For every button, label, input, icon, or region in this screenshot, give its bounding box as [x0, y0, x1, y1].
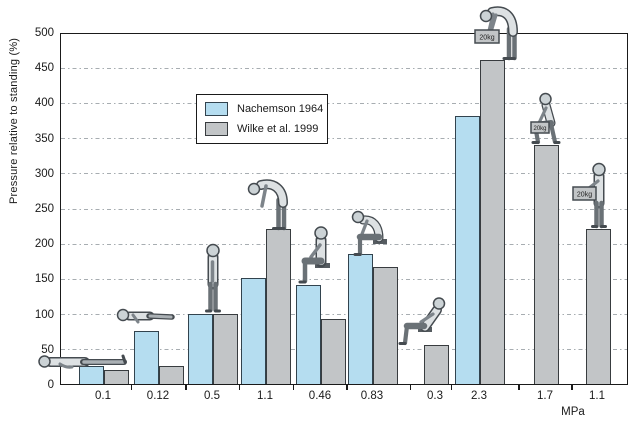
x-tick-label-0: 0.1 [95, 390, 111, 402]
x-axis-boundary-tick-2 [238, 385, 240, 390]
y-tick-label-250: 250 [34, 203, 54, 215]
legend-row-wilke: Wilke et al. 1999 [205, 122, 319, 136]
bar-wilke-sitting [321, 319, 346, 384]
y-tick-label-0: 0 [47, 379, 54, 391]
x-axis-unit-label: MPa [561, 406, 585, 418]
plot-area: Nachemson 1964 Wilke et al. 1999 [60, 33, 628, 385]
y-tick-label-150: 150 [34, 273, 54, 286]
legend-label-nachemson: Nachemson 1964 [237, 103, 324, 115]
x-tick-label-2: 0.5 [204, 390, 220, 402]
x-tick-label-1: 0.12 [146, 390, 170, 402]
legend-swatch-nachemson [205, 102, 228, 116]
gridline-200 [61, 243, 627, 245]
x-axis-boundary-tick-0 [130, 385, 132, 390]
bar-nachemson-sitting [296, 285, 321, 384]
y-tick-label-300: 300 [34, 167, 54, 180]
bar-wilke-lifting-20kg-squat [533, 144, 559, 384]
bar-wilke-lying-on-side [159, 366, 184, 384]
x-axis-boundary-tick-6 [450, 385, 453, 390]
legend-row-nachemson: Nachemson 1964 [205, 102, 323, 116]
x-tick-label-8: 1.7 [537, 390, 553, 402]
x-tick-label-5: 0.83 [360, 390, 384, 402]
y-tick-label-350: 350 [34, 132, 54, 145]
bar-wilke-holding-20kg-upright [585, 229, 611, 384]
bar-nachemson-standing [188, 313, 213, 384]
x-tick-label-3: 1.1 [257, 390, 273, 402]
x-axis-boundary-tick-7 [518, 385, 520, 390]
gridline-350 [61, 138, 627, 140]
gridline-300 [61, 173, 627, 175]
gridline-450 [61, 67, 627, 69]
legend-swatch-wilke [205, 122, 228, 136]
bar-nachemson-standing-bent-forward [241, 278, 266, 384]
y-tick-label-500: 500 [34, 27, 54, 39]
gridline-100 [61, 314, 627, 316]
x-axis-boundary-tick-5 [409, 385, 412, 390]
legend: Nachemson 1964 Wilke et al. 1999 [196, 94, 328, 144]
x-axis-boundary-tick-4 [346, 385, 348, 390]
bar-wilke-standing [213, 313, 238, 384]
bar-wilke-standing-bent-forward [266, 229, 291, 384]
bar-wilke-lying-supine [104, 369, 129, 384]
gridline-250 [61, 208, 627, 210]
y-axis-title: Pressure relative to standing (%) [8, 37, 20, 204]
bar-nachemson-lying-supine [79, 366, 104, 384]
x-tick-label-9: 1.1 [589, 390, 605, 402]
y-tick-label-100: 100 [34, 308, 54, 321]
gridline-150 [61, 278, 627, 280]
x-tick-label-7: 2.3 [471, 390, 487, 402]
y-tick-label-400: 400 [34, 97, 54, 110]
bar-nachemson-sitting-bent-forward [348, 253, 373, 384]
x-tick-label-4: 0.46 [308, 390, 332, 402]
x-axis-boundary-tick-8 [571, 385, 573, 390]
y-tick-label-50: 50 [41, 343, 54, 356]
x-axis-boundary-tick-3 [292, 385, 294, 390]
x-axis-boundary-tick-1 [185, 385, 187, 390]
bars-layer [61, 34, 627, 384]
y-tick-label-450: 450 [34, 62, 54, 75]
bar-nachemson-lifting-20kg-stooped [455, 116, 480, 384]
y-tick-label-200: 200 [34, 238, 54, 251]
x-tick-label-6: 0.3 [427, 390, 443, 402]
bar-wilke-sitting-bent-forward [373, 267, 398, 384]
bar-nachemson-lying-on-side [134, 331, 159, 384]
gridline-400 [61, 102, 627, 104]
legend-label-wilke: Wilke et al. 1999 [237, 123, 319, 135]
bar-wilke-sitting-reclined [423, 345, 449, 384]
bar-wilke-lifting-20kg-stooped [480, 60, 505, 384]
